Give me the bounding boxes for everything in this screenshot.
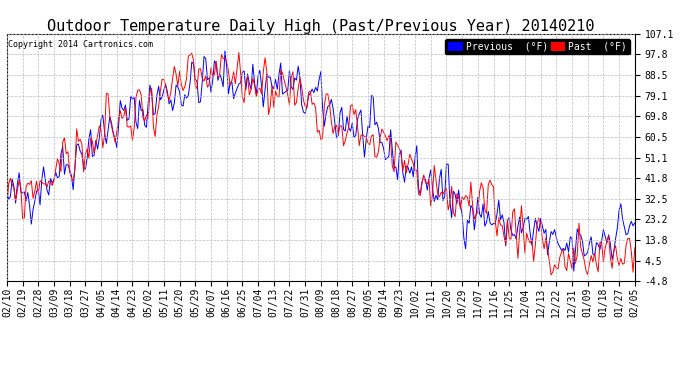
Past  (°F) [20,216,28,220]
Past  (°F) [631,246,639,250]
Past  (°F) [397,153,405,157]
Previous  (°F) [383,156,391,160]
Text: Copyright 2014 Cartronics.com: Copyright 2014 Cartronics.com [8,40,153,49]
Previous  (°F) [631,220,639,225]
Previous  (°F) [570,269,578,273]
Previous  (°F) [3,192,11,196]
Legend: Previous  (°F), Past  (°F): Previous (°F), Past (°F) [445,39,630,54]
Past  (°F) [558,250,566,254]
Past  (°F) [119,114,128,119]
Line: Previous  (°F): Previous (°F) [7,51,635,271]
Past  (°F) [235,50,243,55]
Past  (°F) [383,138,391,143]
Past  (°F) [362,135,371,140]
Previous  (°F) [20,190,28,194]
Past  (°F) [547,273,555,277]
Previous  (°F) [119,108,128,113]
Line: Past  (°F): Past (°F) [7,53,635,275]
Previous  (°F) [221,49,229,53]
Title: Outdoor Temperature Daily High (Past/Previous Year) 20140210: Outdoor Temperature Daily High (Past/Pre… [47,19,595,34]
Previous  (°F) [397,148,405,152]
Past  (°F) [3,204,11,209]
Previous  (°F) [555,244,564,249]
Previous  (°F) [362,137,371,142]
